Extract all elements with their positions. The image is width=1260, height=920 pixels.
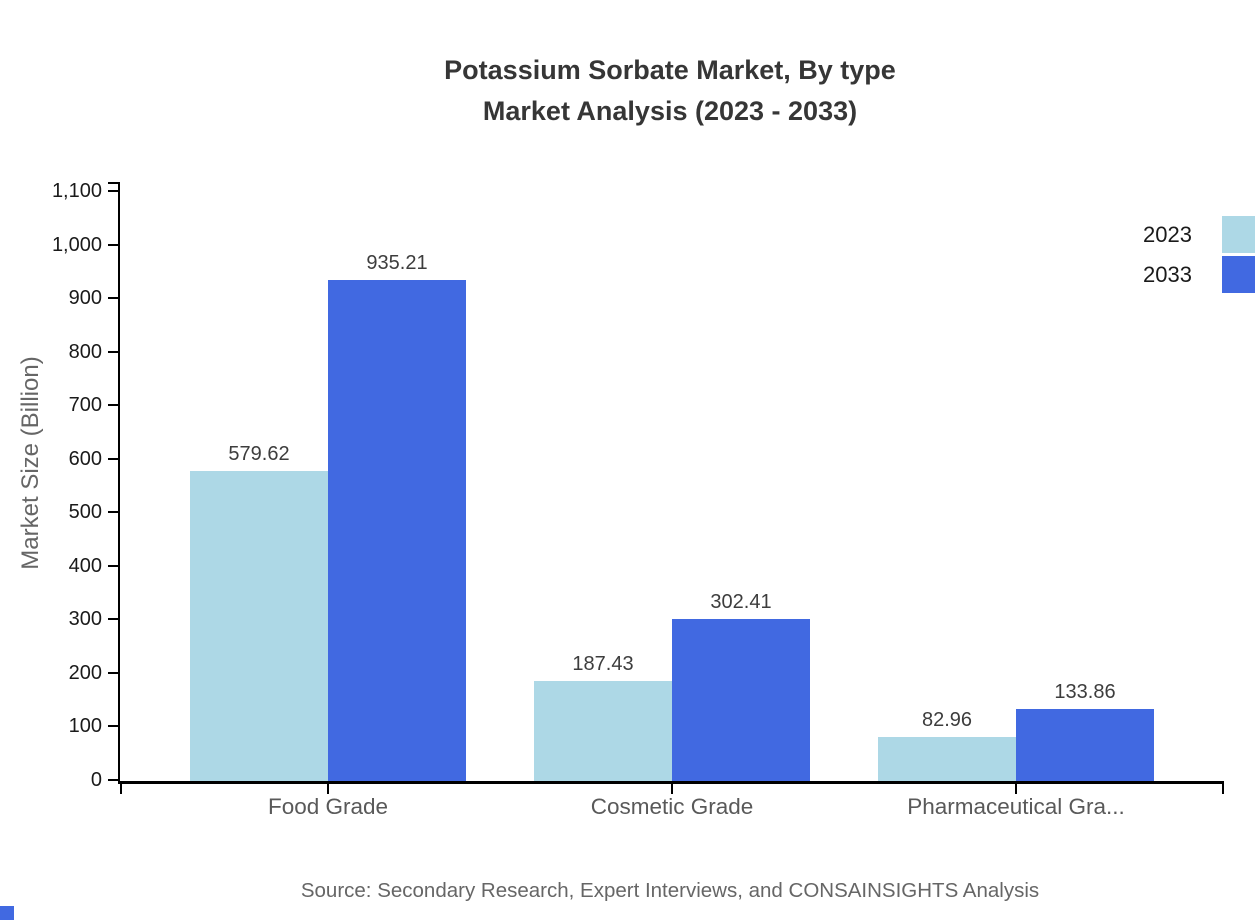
y-axis-tick-label: 1,000 [51, 234, 102, 256]
x-axis-tick [327, 784, 329, 794]
y-axis-tick [108, 458, 118, 460]
bar-value-label: 302.41 [710, 591, 772, 613]
x-axis-tick [1015, 784, 1017, 794]
y-axis-tick [108, 244, 118, 246]
y-axis-tick-label: 300 [68, 608, 102, 630]
chart-title: Potassium Sorbate Market, By type Market… [80, 50, 1260, 132]
y-axis-tick [108, 297, 118, 299]
x-axis-category-label: Pharmaceutical Gra... [907, 794, 1125, 819]
y-axis-tick [108, 511, 118, 513]
legend-swatch [1222, 256, 1255, 293]
x-axis-end-tick [120, 784, 122, 794]
legend: 2023 2033 [1143, 216, 1255, 296]
legend-label: 2033 [1143, 261, 1192, 287]
y-axis-tick-label: 600 [68, 448, 102, 470]
bar-2033-Pharmaceutical Gra... [1016, 709, 1154, 781]
bar-value-label: 82.96 [921, 709, 973, 731]
bar-2023-Cosmetic Grade [534, 681, 672, 781]
watermark-square [0, 906, 14, 920]
legend-item-2023: 2023 [1143, 216, 1255, 253]
y-axis-tick-label: 1,100 [51, 180, 102, 202]
legend-swatch [1222, 216, 1255, 253]
y-axis-tick-label: 100 [68, 715, 102, 737]
y-axis-tick-label: 500 [68, 501, 102, 523]
bar-value-label: 935.21 [366, 252, 428, 274]
chart-title-line2: Market Analysis (2023 - 2033) [482, 96, 858, 126]
y-axis-tick [108, 725, 118, 727]
plot-area: 0 100 200 300 400 500 600 700 800 900 1,000 1,100 57… [52, 180, 1224, 819]
y-axis-tick [108, 351, 118, 353]
legend-item-2033: 2033 [1143, 256, 1255, 293]
y-axis-tick [108, 190, 118, 192]
bar-value-label: 133.86 [1054, 681, 1116, 703]
y-axis-tick-label: 200 [68, 662, 102, 684]
y-axis-top-cap [108, 182, 118, 184]
bar-2023-Pharmaceutical Gra... [878, 737, 1016, 781]
y-axis-tick-label: 900 [68, 287, 102, 309]
y-axis-tick [108, 565, 118, 567]
x-axis-category-label: Food Grade [267, 794, 389, 819]
y-axis-tick-label: 700 [68, 394, 102, 416]
x-axis-tick [671, 784, 673, 794]
bar-2033-Cosmetic Grade [672, 619, 810, 781]
bar-value-label: 187.43 [572, 653, 634, 675]
y-axis-tick [108, 618, 118, 620]
bar-value-label: 579.62 [228, 443, 290, 465]
bar-2033-Food Grade [328, 280, 466, 781]
y-axis-tick [108, 779, 118, 781]
y-axis-tick-label: 0 [90, 769, 102, 791]
source-note: Source: Secondary Research, Expert Inter… [300, 879, 1040, 902]
y-axis-tick-label: 400 [68, 555, 102, 577]
chart-title-line1: Potassium Sorbate Market, By type [444, 55, 896, 85]
x-axis-end-tick [1222, 784, 1224, 794]
legend-label: 2023 [1143, 221, 1192, 247]
y-axis-tick [108, 672, 118, 674]
x-axis-category-label: Cosmetic Grade [590, 794, 754, 819]
y-axis-tick [108, 404, 118, 406]
bar-2023-Food Grade [190, 471, 328, 781]
y-axis-tick-label: 800 [68, 341, 102, 363]
